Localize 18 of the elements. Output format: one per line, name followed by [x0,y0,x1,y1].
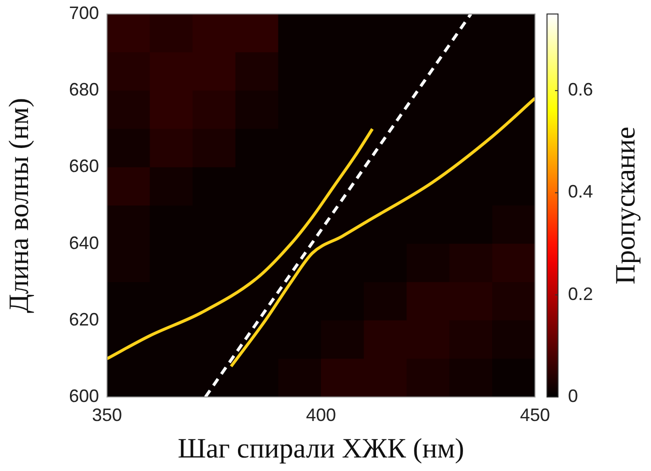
y-axis-title: Длина волны (нм) [4,98,36,314]
x-axis-title: Шаг спирали ХЖК (нм) [178,434,464,465]
color-bar-label: 0.2 [568,284,594,304]
color-bar-label: 0.4 [568,182,594,202]
line-series [230,96,535,368]
x-tick-label: 450 [520,404,550,425]
x-tick-label: 350 [92,404,122,425]
y-tick-label: 700 [68,2,99,23]
line-series [107,127,374,360]
x-tick-label: 400 [306,404,336,425]
y-tick-label: 640 [68,232,99,253]
y-tick-label: 600 [68,386,99,406]
color-bar-title: Пропускание [610,126,642,284]
color-bar-label: 0.6 [568,80,594,100]
color-bar-label: 0 [568,386,578,406]
y-tick-label: 680 [68,80,99,100]
y-tick-label: 620 [68,309,99,330]
y-tick-label: 660 [68,156,99,176]
